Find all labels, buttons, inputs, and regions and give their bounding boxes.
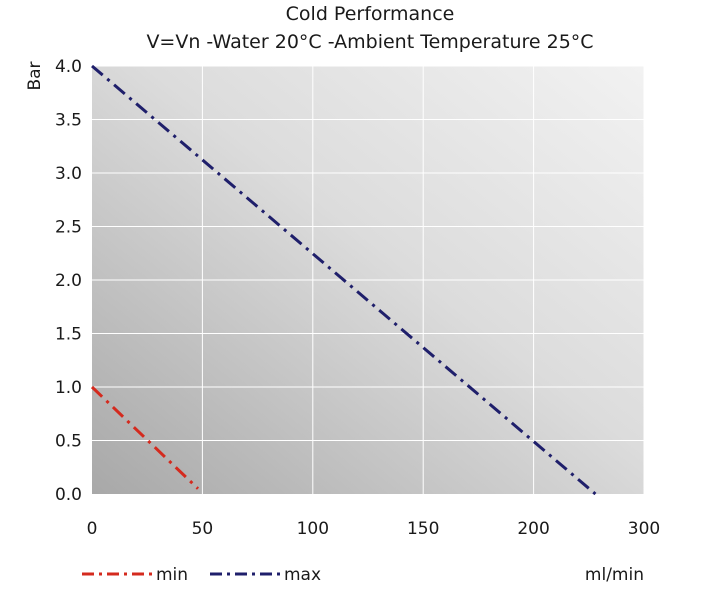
y-tick-label: 3.5 [55, 111, 82, 131]
series-line-min [90, 385, 200, 490]
x-tick-label: 100 [297, 519, 329, 539]
y-tick-label: 2.0 [55, 271, 82, 291]
x-axis-label: ml/min [585, 565, 644, 585]
legend-label-max: max [284, 565, 321, 585]
x-tick-label: 300 [628, 519, 660, 539]
x-axis-ticks: 0 50 100 150 200 300 [87, 519, 661, 539]
y-tick-label: 1.0 [55, 378, 82, 398]
y-tick-label: 4.0 [55, 57, 82, 77]
x-tick-label: 150 [407, 519, 439, 539]
series-lines [90, 64, 597, 496]
y-tick-label: 3.0 [55, 164, 82, 184]
legend: min max [82, 565, 321, 585]
y-axis-label: Bar [25, 61, 45, 90]
chart-title: Cold Performance [286, 3, 455, 25]
series-line-max [91, 64, 597, 496]
x-tick-label: 50 [192, 519, 214, 539]
y-tick-label: 0.5 [55, 432, 82, 452]
y-tick-label: 1.5 [55, 325, 82, 345]
chart-subtitle: V=Vn -Water 20°C -Ambient Temperature 25… [146, 31, 593, 53]
x-tick-label: 0 [87, 519, 98, 539]
grid [92, 65, 645, 494]
y-axis-ticks: 0.0 0.5 1.0 1.5 2.0 2.5 3.0 3.5 4.0 [55, 57, 82, 505]
legend-label-min: min [156, 565, 188, 585]
y-tick-label: 2.5 [55, 218, 82, 238]
x-tick-label: 200 [517, 519, 549, 539]
y-tick-label: 0.0 [55, 485, 82, 505]
